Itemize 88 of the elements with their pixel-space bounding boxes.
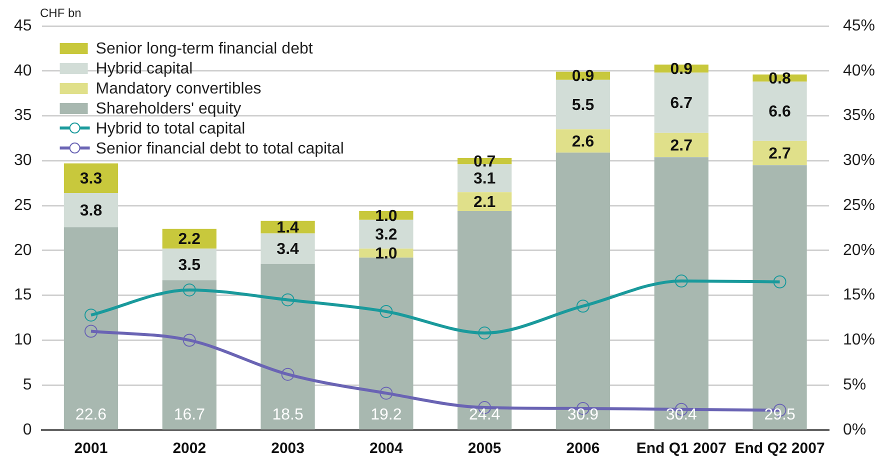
x-tick-label: 2002 bbox=[172, 440, 206, 458]
point bbox=[281, 368, 294, 381]
data-label: 6.7 bbox=[670, 95, 693, 112]
data-label: 2.7 bbox=[768, 145, 791, 162]
bar bbox=[64, 163, 118, 193]
point bbox=[773, 275, 786, 288]
bar bbox=[162, 280, 216, 430]
y-tick-label: 10 bbox=[14, 332, 32, 349]
data-label: 3.2 bbox=[375, 226, 398, 244]
legend-label: Hybrid capital bbox=[96, 60, 193, 78]
y2-tick-label: 35% bbox=[842, 107, 876, 124]
data-label: 2.1 bbox=[473, 194, 496, 211]
y2-tick-label: 15% bbox=[842, 286, 876, 304]
point bbox=[182, 334, 196, 347]
y2-tick-label: 20% bbox=[842, 242, 876, 259]
point bbox=[380, 304, 393, 318]
point bbox=[380, 386, 393, 400]
data-label: 3.4 bbox=[276, 241, 300, 258]
x-tick-label: 2003 bbox=[271, 440, 304, 458]
data-label: 6.6 bbox=[768, 104, 791, 121]
data-label: 24.4 bbox=[469, 406, 500, 424]
bar bbox=[458, 210, 512, 430]
y2-tick-label: 0% bbox=[842, 421, 866, 438]
bar bbox=[162, 248, 216, 280]
data-label: 19.2 bbox=[370, 406, 402, 424]
bar bbox=[64, 227, 118, 430]
y2-tick-label: 40% bbox=[842, 62, 876, 80]
y-tick-label: 20 bbox=[14, 242, 32, 259]
point bbox=[84, 324, 98, 338]
data-label: 2.7 bbox=[670, 137, 693, 154]
data-label: 3.8 bbox=[80, 202, 102, 220]
legend-label: Senior financial debt to total capital bbox=[96, 140, 344, 158]
y2-tick-label: 30% bbox=[842, 152, 876, 170]
y2-tick-label: 5% bbox=[842, 376, 866, 394]
x-tick-label: End Q1 2007 bbox=[636, 440, 726, 458]
y-tick-label: 15 bbox=[14, 286, 32, 304]
y-tick-label: 45 bbox=[14, 17, 32, 34]
x-tick-label: 2004 bbox=[370, 440, 404, 458]
data-label: 5.5 bbox=[572, 96, 594, 114]
legend-label: Senior long-term financial debt bbox=[96, 40, 314, 58]
y2-tick-label: 25% bbox=[842, 196, 876, 214]
bar bbox=[654, 157, 708, 430]
bar bbox=[556, 152, 610, 430]
x-tick-label: End Q2 2007 bbox=[734, 440, 825, 458]
data-label: 30.9 bbox=[567, 406, 599, 424]
y-axis-title: CHF bn bbox=[40, 6, 82, 20]
data-label: 1.4 bbox=[276, 220, 300, 237]
bar bbox=[654, 132, 708, 158]
point bbox=[281, 293, 294, 306]
point bbox=[84, 308, 98, 322]
legend-label: Mandatory convertibles bbox=[96, 80, 262, 98]
data-label: 1.0 bbox=[375, 246, 398, 263]
data-label: 22.6 bbox=[75, 406, 107, 424]
y-tick-label: 30 bbox=[14, 152, 32, 170]
data-label: 16.7 bbox=[174, 406, 206, 424]
x-tick-label: 2006 bbox=[566, 440, 600, 458]
x-tick-label: 2005 bbox=[468, 440, 502, 458]
data-label: 2.2 bbox=[178, 231, 201, 248]
bar bbox=[654, 72, 708, 133]
point bbox=[576, 300, 590, 313]
x-tick-label: 2001 bbox=[74, 440, 108, 458]
data-label: 3.5 bbox=[178, 256, 201, 274]
data-label: 3.3 bbox=[80, 170, 102, 188]
bar bbox=[260, 233, 315, 264]
legend-label: Hybrid to total capital bbox=[96, 120, 246, 138]
bar bbox=[556, 129, 610, 153]
data-label: 29.5 bbox=[764, 406, 796, 424]
point bbox=[182, 283, 196, 296]
y-tick-label: 0 bbox=[22, 421, 32, 438]
bar bbox=[64, 192, 118, 228]
y2-tick-label: 10% bbox=[842, 332, 876, 349]
bar bbox=[556, 80, 610, 130]
legend-label: Shareholders' equity bbox=[96, 100, 242, 118]
y-tick-label: 25 bbox=[14, 196, 32, 214]
data-label: 3.1 bbox=[473, 170, 496, 188]
y-tick-label: 5 bbox=[22, 376, 32, 394]
data-label: 18.5 bbox=[272, 406, 304, 424]
bar bbox=[752, 140, 807, 166]
y-tick-label: 35 bbox=[14, 107, 32, 124]
data-label: 2.6 bbox=[572, 133, 594, 150]
y-tick-label: 40 bbox=[14, 62, 32, 80]
point bbox=[478, 326, 492, 340]
bar bbox=[752, 165, 807, 430]
y2-tick-label: 45% bbox=[842, 17, 876, 34]
bar bbox=[359, 258, 414, 430]
data-label: 30.4 bbox=[666, 406, 698, 424]
point bbox=[674, 274, 688, 288]
bar bbox=[260, 264, 315, 430]
